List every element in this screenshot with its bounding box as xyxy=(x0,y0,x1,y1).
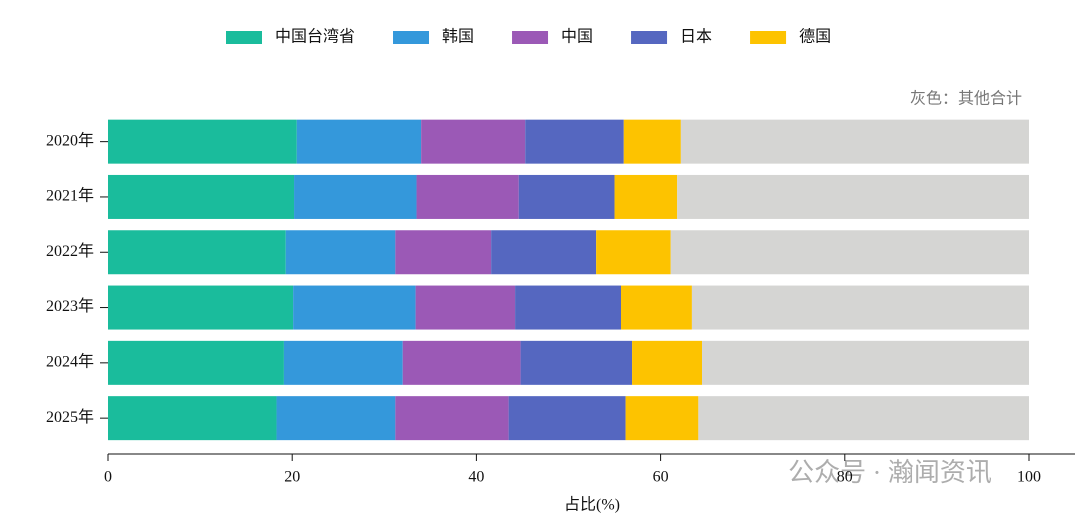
legend-swatch xyxy=(226,31,262,44)
bar-segment xyxy=(632,340,703,385)
bar-segment xyxy=(285,230,396,275)
bar-segment xyxy=(416,174,519,219)
bar-segment xyxy=(614,174,678,219)
legend-swatch xyxy=(631,31,668,44)
bar-segment xyxy=(402,340,521,385)
y-tick-label: 2020年 xyxy=(46,131,94,149)
bar-segment xyxy=(296,119,422,164)
legend-label: 中国 xyxy=(561,28,593,46)
y-tick-label: 2022年 xyxy=(46,242,94,260)
bar-segment xyxy=(515,285,621,330)
bar-segment xyxy=(625,396,699,441)
bar-segment xyxy=(623,119,681,164)
x-tick-label: 40 xyxy=(468,469,484,486)
bar-segment xyxy=(680,119,1029,164)
legend-swatch xyxy=(512,31,549,44)
x-tick-label: 20 xyxy=(284,469,300,486)
watermark: 公众号 · 瀚闻资讯 xyxy=(788,458,992,487)
bar-segment xyxy=(677,174,1029,219)
y-tick-label: 2025年 xyxy=(46,408,94,426)
bar-segment xyxy=(702,340,1029,385)
bar-segment xyxy=(395,396,509,441)
x-axis-label: 占比(%) xyxy=(564,496,620,514)
bar-segment xyxy=(421,119,526,164)
bar-segment xyxy=(293,285,416,330)
annotation: 灰色：其他合计 xyxy=(910,90,1022,108)
bar-segment xyxy=(620,285,692,330)
bar-segment xyxy=(491,230,597,275)
bar-segment xyxy=(283,340,403,385)
legend-label: 中国台湾省 xyxy=(275,28,355,46)
bar-segment xyxy=(108,119,297,164)
bar-segment xyxy=(108,340,284,385)
y-tick-label: 2024年 xyxy=(46,353,94,371)
x-tick-label: 100 xyxy=(1017,469,1041,486)
legend-label: 韩国 xyxy=(442,28,474,46)
y-tick-label: 2021年 xyxy=(46,187,94,205)
bar-segment xyxy=(520,340,633,385)
bar-segment xyxy=(691,285,1029,330)
bar-segment xyxy=(108,396,277,441)
x-tick-label: 0 xyxy=(104,469,112,486)
x-tick-label: 80 xyxy=(837,469,853,486)
x-tick-label: 60 xyxy=(653,469,669,486)
legend-label: 日本 xyxy=(680,28,712,46)
bar-segment xyxy=(596,230,671,275)
bar-segment xyxy=(525,119,624,164)
bar-segment xyxy=(108,174,295,219)
legend-label: 德国 xyxy=(799,28,831,46)
bar-segment xyxy=(698,396,1029,441)
bar-segment xyxy=(108,230,286,275)
legend-swatch xyxy=(750,31,787,44)
legend-swatch xyxy=(393,31,430,44)
bar-segment xyxy=(670,230,1029,275)
bar-segment xyxy=(294,174,417,219)
bar-segment xyxy=(276,396,396,441)
bar-segment xyxy=(508,396,626,441)
bar-segment xyxy=(108,285,294,330)
bar-segment xyxy=(518,174,615,219)
bar-segment xyxy=(395,230,492,275)
bar-segment xyxy=(415,285,516,330)
y-tick-label: 2023年 xyxy=(46,297,94,315)
